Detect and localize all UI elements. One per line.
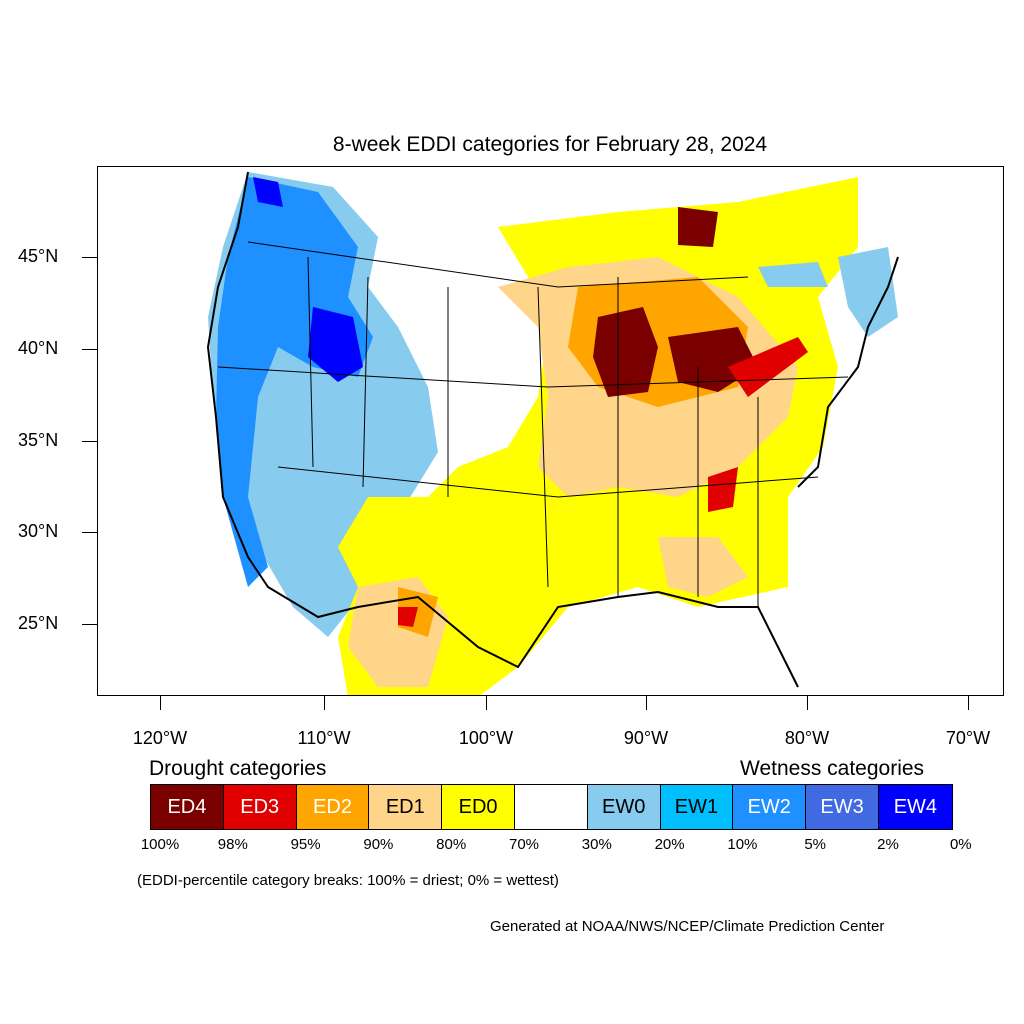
coastline bbox=[206, 171, 899, 688]
lat-label: 25°N bbox=[18, 613, 59, 633]
legend-box-ed1: ED1 bbox=[369, 785, 443, 829]
legend-box-ed3: ED3 bbox=[223, 785, 297, 829]
lon-tick bbox=[486, 696, 487, 710]
lon-label: 90°W bbox=[623, 728, 669, 748]
map-area bbox=[97, 166, 1004, 696]
lat-tick bbox=[82, 257, 97, 258]
legend-box-ew1: EW1 bbox=[660, 785, 734, 829]
lon-label: 80°W bbox=[784, 728, 830, 748]
credit-line: Generated at NOAA/NWS/NCEP/Climate Predi… bbox=[490, 918, 885, 935]
percent-label: 90% bbox=[363, 836, 394, 853]
percent-label: 80% bbox=[436, 836, 467, 853]
map-title: 8-week EDDI categories for February 28, … bbox=[332, 133, 768, 156]
region-ed2 bbox=[398, 277, 748, 637]
legend-box-ed2: ED2 bbox=[296, 785, 370, 829]
percent-label: 70% bbox=[508, 836, 540, 853]
lat-tick bbox=[82, 624, 97, 625]
legend-box-ed0: ED0 bbox=[442, 785, 515, 829]
percent-label: 30% bbox=[581, 836, 612, 853]
percent-label: 100% bbox=[140, 836, 180, 853]
region-ew4-west bbox=[253, 177, 363, 382]
lon-tick bbox=[968, 696, 969, 710]
region-ed4-great-lakes bbox=[593, 207, 758, 397]
percent-label: 2% bbox=[877, 836, 899, 853]
lon-tick bbox=[324, 696, 325, 710]
region-ew1-northeast bbox=[758, 247, 898, 337]
lat-label: 40°N bbox=[18, 338, 59, 358]
region-ew2-west bbox=[216, 177, 373, 587]
wetness-heading: Wetness categories bbox=[740, 757, 925, 780]
drought-heading: Drought categories bbox=[149, 757, 327, 780]
lon-label: 120°W bbox=[132, 728, 188, 748]
lat-label: 35°N bbox=[18, 430, 59, 450]
legend-box-ew3: EW3 bbox=[806, 785, 879, 829]
lon-label: 70°W bbox=[945, 728, 991, 748]
lat-tick bbox=[82, 532, 97, 533]
eddi-map bbox=[206, 171, 899, 695]
lon-label: 110°W bbox=[297, 728, 351, 748]
lon-tick bbox=[646, 696, 647, 710]
legend-box-ew0: EW0 bbox=[587, 785, 661, 829]
category-legend: ED4 ED3 ED2 ED1 ED0 EW0 EW1 EW2 EW3 EW4 bbox=[150, 784, 953, 830]
lat-tick bbox=[82, 441, 97, 442]
legend-box-neutral bbox=[514, 785, 588, 829]
percent-label: 95% bbox=[290, 836, 321, 853]
percent-label: 0% bbox=[949, 836, 972, 853]
category-note: (EDDI-percentile category breaks: 100% =… bbox=[137, 872, 559, 889]
region-ed3 bbox=[398, 337, 808, 627]
lon-tick bbox=[807, 696, 808, 710]
legend-box-ew2: EW2 bbox=[733, 785, 807, 829]
percent-label: 98% bbox=[217, 836, 248, 853]
state-borders bbox=[217, 241, 849, 607]
lat-label: 30°N bbox=[18, 521, 59, 541]
lon-label: 100°W bbox=[458, 728, 514, 748]
percent-label: 20% bbox=[654, 836, 685, 853]
percent-label: 5% bbox=[804, 836, 827, 853]
legend-box-ew4: EW4 bbox=[878, 785, 952, 829]
percent-label: 10% bbox=[727, 836, 758, 853]
lat-label: 45°N bbox=[18, 246, 59, 266]
lon-tick bbox=[160, 696, 161, 710]
lat-tick bbox=[82, 349, 97, 350]
legend-box-ed4: ED4 bbox=[151, 785, 224, 829]
